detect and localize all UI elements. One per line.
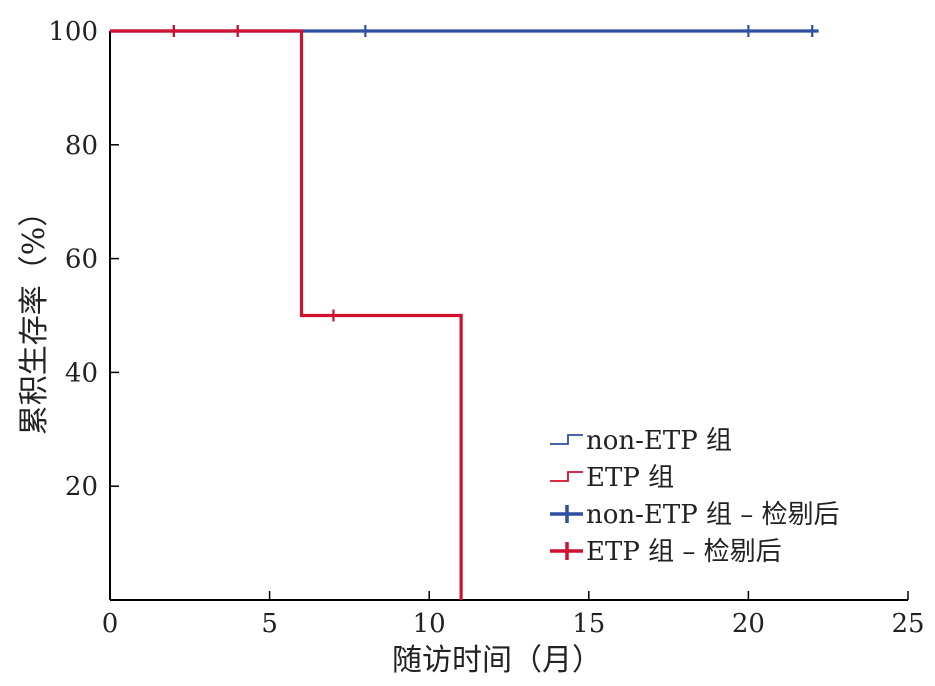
y-axis-title: 累积生存率（%）	[17, 197, 52, 436]
plot-area: 0 5 10 15 20 25 20 40 60 80 100 non-ETP 组 ETP 组 non-E…	[48, 17, 924, 639]
y-tick-label: 80	[65, 131, 98, 161]
x-tick-label: 25	[891, 609, 924, 639]
x-tick-label: 10	[413, 609, 446, 639]
y-tick-label: 20	[65, 472, 98, 502]
x-tick-label: 20	[732, 609, 765, 639]
legend-label: ETP 组	[586, 463, 674, 493]
x-tick-label: 15	[572, 609, 605, 639]
legend-label: ETP 组 – 检剔后	[586, 537, 782, 567]
x-tick-label: 5	[261, 609, 278, 639]
legend-swatch-step	[550, 471, 583, 482]
legend-label: non-ETP 组	[586, 426, 732, 456]
y-tick-label: 60	[65, 245, 98, 275]
series-line-etp	[110, 29, 463, 600]
x-axis-title: 随访时间（月）	[392, 643, 602, 678]
legend-swatch-step	[550, 434, 583, 445]
legend-label: non-ETP 组 – 检剔后	[586, 500, 840, 530]
x-tick-label: 0	[102, 609, 119, 639]
y-tick-label: 40	[65, 358, 98, 388]
y-tick-label: 100	[48, 17, 98, 47]
